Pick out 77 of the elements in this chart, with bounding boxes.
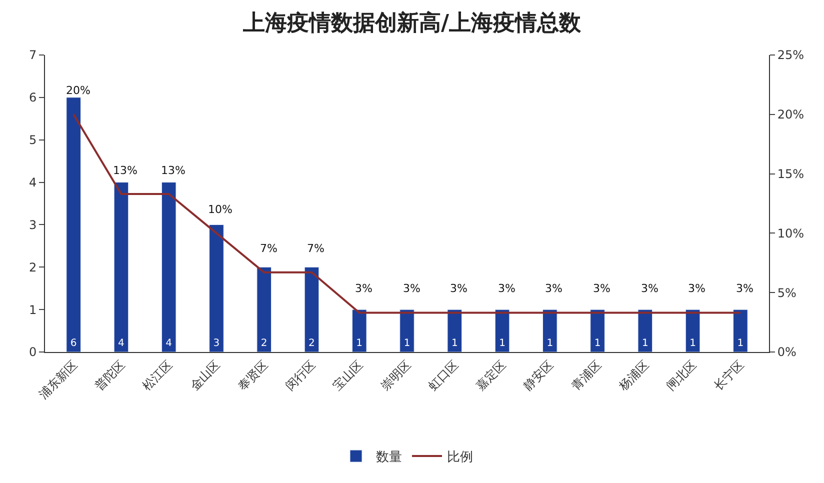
x-tick-label: 闸北区 xyxy=(664,358,700,394)
data-label: 3% xyxy=(450,282,468,295)
y-tick-label: 4 xyxy=(28,175,37,190)
data-label: 13% xyxy=(113,164,138,177)
data-label: 1 xyxy=(594,338,601,349)
data-label: 13% xyxy=(161,164,186,177)
y-tick-label: 5 xyxy=(28,133,37,148)
x-tick-label: 宝山区 xyxy=(330,358,366,394)
bar xyxy=(209,224,224,352)
data-label: 3% xyxy=(593,282,610,295)
bar xyxy=(494,309,510,352)
y-tick-label: 1 xyxy=(28,302,37,317)
bar xyxy=(304,266,320,352)
x-tick-label: 静安区 xyxy=(520,358,556,394)
bar xyxy=(447,309,462,352)
data-label: 1 xyxy=(451,338,458,349)
x-tick-label: 奉贤区 xyxy=(235,358,270,394)
y2-tick-label: 5% xyxy=(777,286,796,300)
bar xyxy=(161,182,176,352)
x-tick-label: 普陀区 xyxy=(92,358,128,394)
bar xyxy=(590,309,605,352)
data-label: 2 xyxy=(308,338,315,349)
data-label: 3% xyxy=(498,282,516,295)
data-label: 3% xyxy=(355,282,372,295)
data-label: 3% xyxy=(641,282,658,295)
data-label: 1 xyxy=(642,338,648,349)
y2-tick-label: 20% xyxy=(777,108,804,122)
y2-tick-label: 25% xyxy=(777,48,804,62)
x-tick-label: 金山区 xyxy=(187,358,223,394)
data-label: 2 xyxy=(260,338,268,349)
data-label: 3% xyxy=(403,282,420,295)
data-label: 1 xyxy=(404,338,410,349)
x-tick-label: 崇明区 xyxy=(378,358,414,394)
y2-tick-label: 10% xyxy=(777,226,804,240)
data-label: 6 xyxy=(70,338,77,349)
y2-tick-label: 15% xyxy=(777,167,804,181)
x-tick-label: 青浦区 xyxy=(568,358,604,394)
data-label: 20% xyxy=(66,84,90,97)
data-label: 3% xyxy=(545,282,562,295)
data-label: 4 xyxy=(166,338,172,349)
data-label: 3 xyxy=(213,338,220,349)
x-tick-label: 杨浦区 xyxy=(615,358,652,394)
legend-label: 比例 xyxy=(447,450,473,466)
x-tick-label: 浦东新区 xyxy=(36,358,80,402)
data-label: 4 xyxy=(118,338,124,349)
x-tick-label: 嘉定区 xyxy=(473,358,509,394)
bar xyxy=(256,266,272,352)
bar xyxy=(638,309,653,352)
y2-tick-label: 0% xyxy=(777,345,796,360)
bar xyxy=(542,309,558,352)
legend-label: 数量 xyxy=(376,450,402,466)
x-tick-label: 闵行区 xyxy=(282,358,318,394)
data-label: 7% xyxy=(260,242,278,255)
y-tick-label: 0 xyxy=(28,345,37,360)
x-tick-label: 虹口区 xyxy=(426,358,461,394)
y-tick-label: 7 xyxy=(28,48,37,62)
y-tick-label: 2 xyxy=(28,260,37,274)
data-label: 10% xyxy=(208,203,232,216)
data-label: 1 xyxy=(499,338,506,349)
bar xyxy=(733,309,748,352)
data-label: 1 xyxy=(690,338,696,349)
x-tick-label: 松江区 xyxy=(140,358,176,394)
data-label: 3% xyxy=(736,282,754,295)
bar xyxy=(685,309,700,352)
data-label: 1 xyxy=(356,338,363,349)
y-tick-label: 6 xyxy=(28,90,37,105)
bar xyxy=(352,309,367,352)
x-tick-label: 长宁区 xyxy=(711,358,747,394)
bar xyxy=(400,309,414,352)
data-label: 1 xyxy=(737,338,744,349)
data-label: 1 xyxy=(546,338,554,349)
bar xyxy=(66,97,81,352)
bar xyxy=(114,182,129,352)
data-label: 7% xyxy=(307,242,324,255)
y-tick-label: 3 xyxy=(28,218,37,232)
data-label: 3% xyxy=(688,282,706,295)
chart-title: 上海疫情数据创新高/上海疫情总数 xyxy=(242,10,582,36)
